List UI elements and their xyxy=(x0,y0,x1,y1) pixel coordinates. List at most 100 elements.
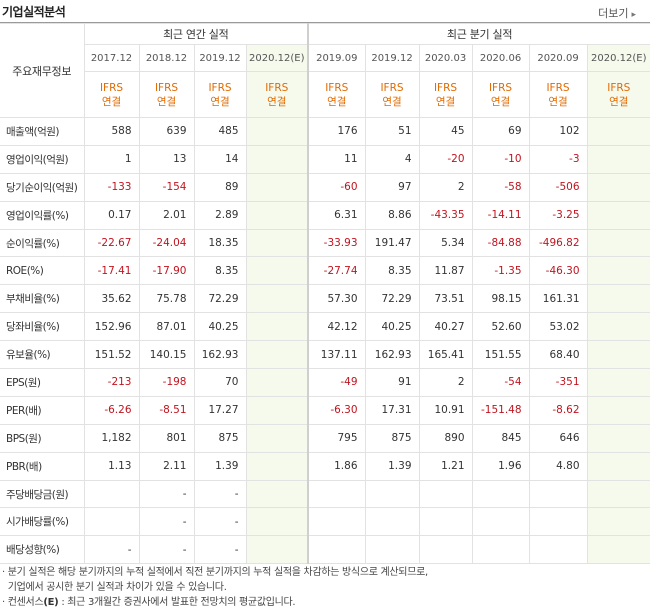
more-link[interactable]: 더보기 ▸ xyxy=(598,5,636,21)
cell-annual xyxy=(245,256,309,286)
cell-quarter xyxy=(528,507,588,537)
cell-quarter: 72.29 xyxy=(364,284,420,314)
cell-annual xyxy=(245,172,309,202)
cell-quarter xyxy=(586,479,650,509)
cell-annual: 1.39 xyxy=(193,451,247,481)
cell-annual xyxy=(245,200,309,230)
corner-label: 주요재무정보 xyxy=(0,23,85,118)
cell-quarter: -6.30 xyxy=(307,395,366,425)
cell-quarter: -49 xyxy=(307,368,366,397)
cell-annual: 875 xyxy=(193,423,247,453)
cell-quarter xyxy=(586,144,650,174)
row-label: BPS(원) xyxy=(0,423,85,453)
cell-quarter: 40.27 xyxy=(418,312,473,342)
cell-annual: 17.27 xyxy=(193,395,247,425)
basis-label: IFRS 연결 xyxy=(586,71,650,118)
cell-quarter xyxy=(586,312,650,342)
cell-annual: -24.04 xyxy=(138,228,195,258)
cell-quarter: 795 xyxy=(307,423,366,453)
cell-annual: - xyxy=(193,479,247,509)
cell-quarter xyxy=(471,507,530,537)
basis-line1: IFRS xyxy=(433,81,458,94)
cell-quarter xyxy=(586,507,650,537)
cell-quarter xyxy=(586,451,650,481)
estimate-mark: (E) xyxy=(43,597,59,608)
cell-quarter xyxy=(586,284,650,314)
cell-annual: -133 xyxy=(83,172,140,202)
cell-quarter: -506 xyxy=(528,172,588,202)
cell-quarter: 69 xyxy=(471,117,530,146)
table-row: 배당성향(%) - - - xyxy=(0,535,650,565)
footnote-quarterly-cont: 기업에서 공시한 분기 실적과 차이가 있을 수 있습니다. xyxy=(2,582,227,593)
cell-quarter: -43.35 xyxy=(418,200,473,230)
table-row: 매출액(억원) 588 639 485 176 51 45 69 102 xyxy=(0,117,650,146)
footnote-consensus-text: : 최근 3개월간 증권사에서 발표한 전망치의 평균값입니다. xyxy=(58,597,296,608)
cell-annual: 18.35 xyxy=(193,228,247,258)
cell-quarter: 6.31 xyxy=(307,200,366,230)
period-quarter: 2019.09 xyxy=(307,44,366,72)
cell-annual: 40.25 xyxy=(193,312,247,342)
cell-quarter: 176 xyxy=(307,117,366,146)
row-label: 시가배당률(%) xyxy=(0,507,85,537)
cell-quarter xyxy=(586,256,650,286)
row-label: 순이익률(%) xyxy=(0,228,85,258)
row-label: 당기순이익(억원) xyxy=(0,172,85,202)
group-header-row: 주요재무정보 최근 연간 실적 최근 분기 실적 xyxy=(0,23,650,118)
cell-quarter: 875 xyxy=(364,423,420,453)
cell-annual: 2.11 xyxy=(138,451,195,481)
cell-annual xyxy=(245,423,309,453)
quarter-group-header: 최근 분기 실적 xyxy=(307,23,650,45)
cell-annual xyxy=(245,228,309,258)
cell-quarter: -60 xyxy=(307,172,366,202)
period-quarter: 2020.06 xyxy=(471,44,530,72)
cell-annual: 75.78 xyxy=(138,284,195,314)
basis-label: IFRS 연결 xyxy=(364,71,420,118)
footnote-consensus-prefix: · 컨센서스 xyxy=(2,597,44,608)
basis-line1: IFRS xyxy=(546,81,570,94)
cell-quarter xyxy=(528,535,588,565)
cell-quarter xyxy=(586,535,650,565)
cell-annual xyxy=(245,395,309,425)
cell-quarter: 165.41 xyxy=(418,340,473,370)
cell-quarter: 102 xyxy=(528,117,588,146)
cell-annual: 152.96 xyxy=(83,312,140,342)
cell-quarter xyxy=(528,479,588,509)
cell-quarter xyxy=(307,507,366,537)
period-annual: 2020.12(E) xyxy=(245,44,309,72)
cell-quarter xyxy=(586,117,650,146)
chevron-right-icon: ▸ xyxy=(631,10,636,20)
cell-quarter: -20 xyxy=(418,144,473,174)
cell-quarter: 11.87 xyxy=(418,256,473,286)
cell-quarter: -58 xyxy=(471,172,530,202)
cell-quarter: 1.39 xyxy=(364,451,420,481)
row-label: PBR(배) xyxy=(0,451,85,481)
cell-annual: 14 xyxy=(193,144,247,174)
cell-quarter: -14.11 xyxy=(471,200,530,230)
cell-annual: 13 xyxy=(138,144,195,174)
cell-quarter: 53.02 xyxy=(528,312,588,342)
basis-line2: 연결 xyxy=(435,95,456,108)
cell-annual: 588 xyxy=(83,117,140,146)
cell-quarter xyxy=(471,535,530,565)
table-row: 당기순이익(억원) -133 -154 89 -60 97 2 -58 -506 xyxy=(0,172,650,202)
footnote-consensus: · 컨센서스(E) : 최근 3개월간 증권사에서 발표한 전망치의 평균값입니… xyxy=(2,595,642,610)
basis-line1: IFRS xyxy=(154,81,179,94)
basis-line1: IFRS xyxy=(380,81,404,94)
cell-annual: -6.26 xyxy=(83,395,140,425)
basis-label: IFRS 연결 xyxy=(528,71,588,118)
period-annual: 2017.12 xyxy=(84,44,140,72)
cell-annual: 162.93 xyxy=(193,340,247,370)
basis-label: IFRS 연결 xyxy=(471,71,530,118)
cell-quarter xyxy=(586,340,650,370)
row-label: 매출액(억원) xyxy=(0,117,85,146)
basis-line2: 연결 xyxy=(382,95,402,108)
cell-quarter: 52.60 xyxy=(471,312,530,342)
cell-annual xyxy=(245,340,309,370)
cell-annual xyxy=(245,144,309,174)
cell-quarter: 151.55 xyxy=(471,340,530,370)
basis-line1: IFRS xyxy=(208,81,232,94)
cell-annual: 801 xyxy=(138,423,195,453)
table-row: BPS(원) 1,182 801 875 795 875 890 845 646 xyxy=(0,423,650,453)
annual-group-header: 최근 연간 실적 xyxy=(83,23,309,45)
cell-quarter: 161.31 xyxy=(528,284,588,314)
